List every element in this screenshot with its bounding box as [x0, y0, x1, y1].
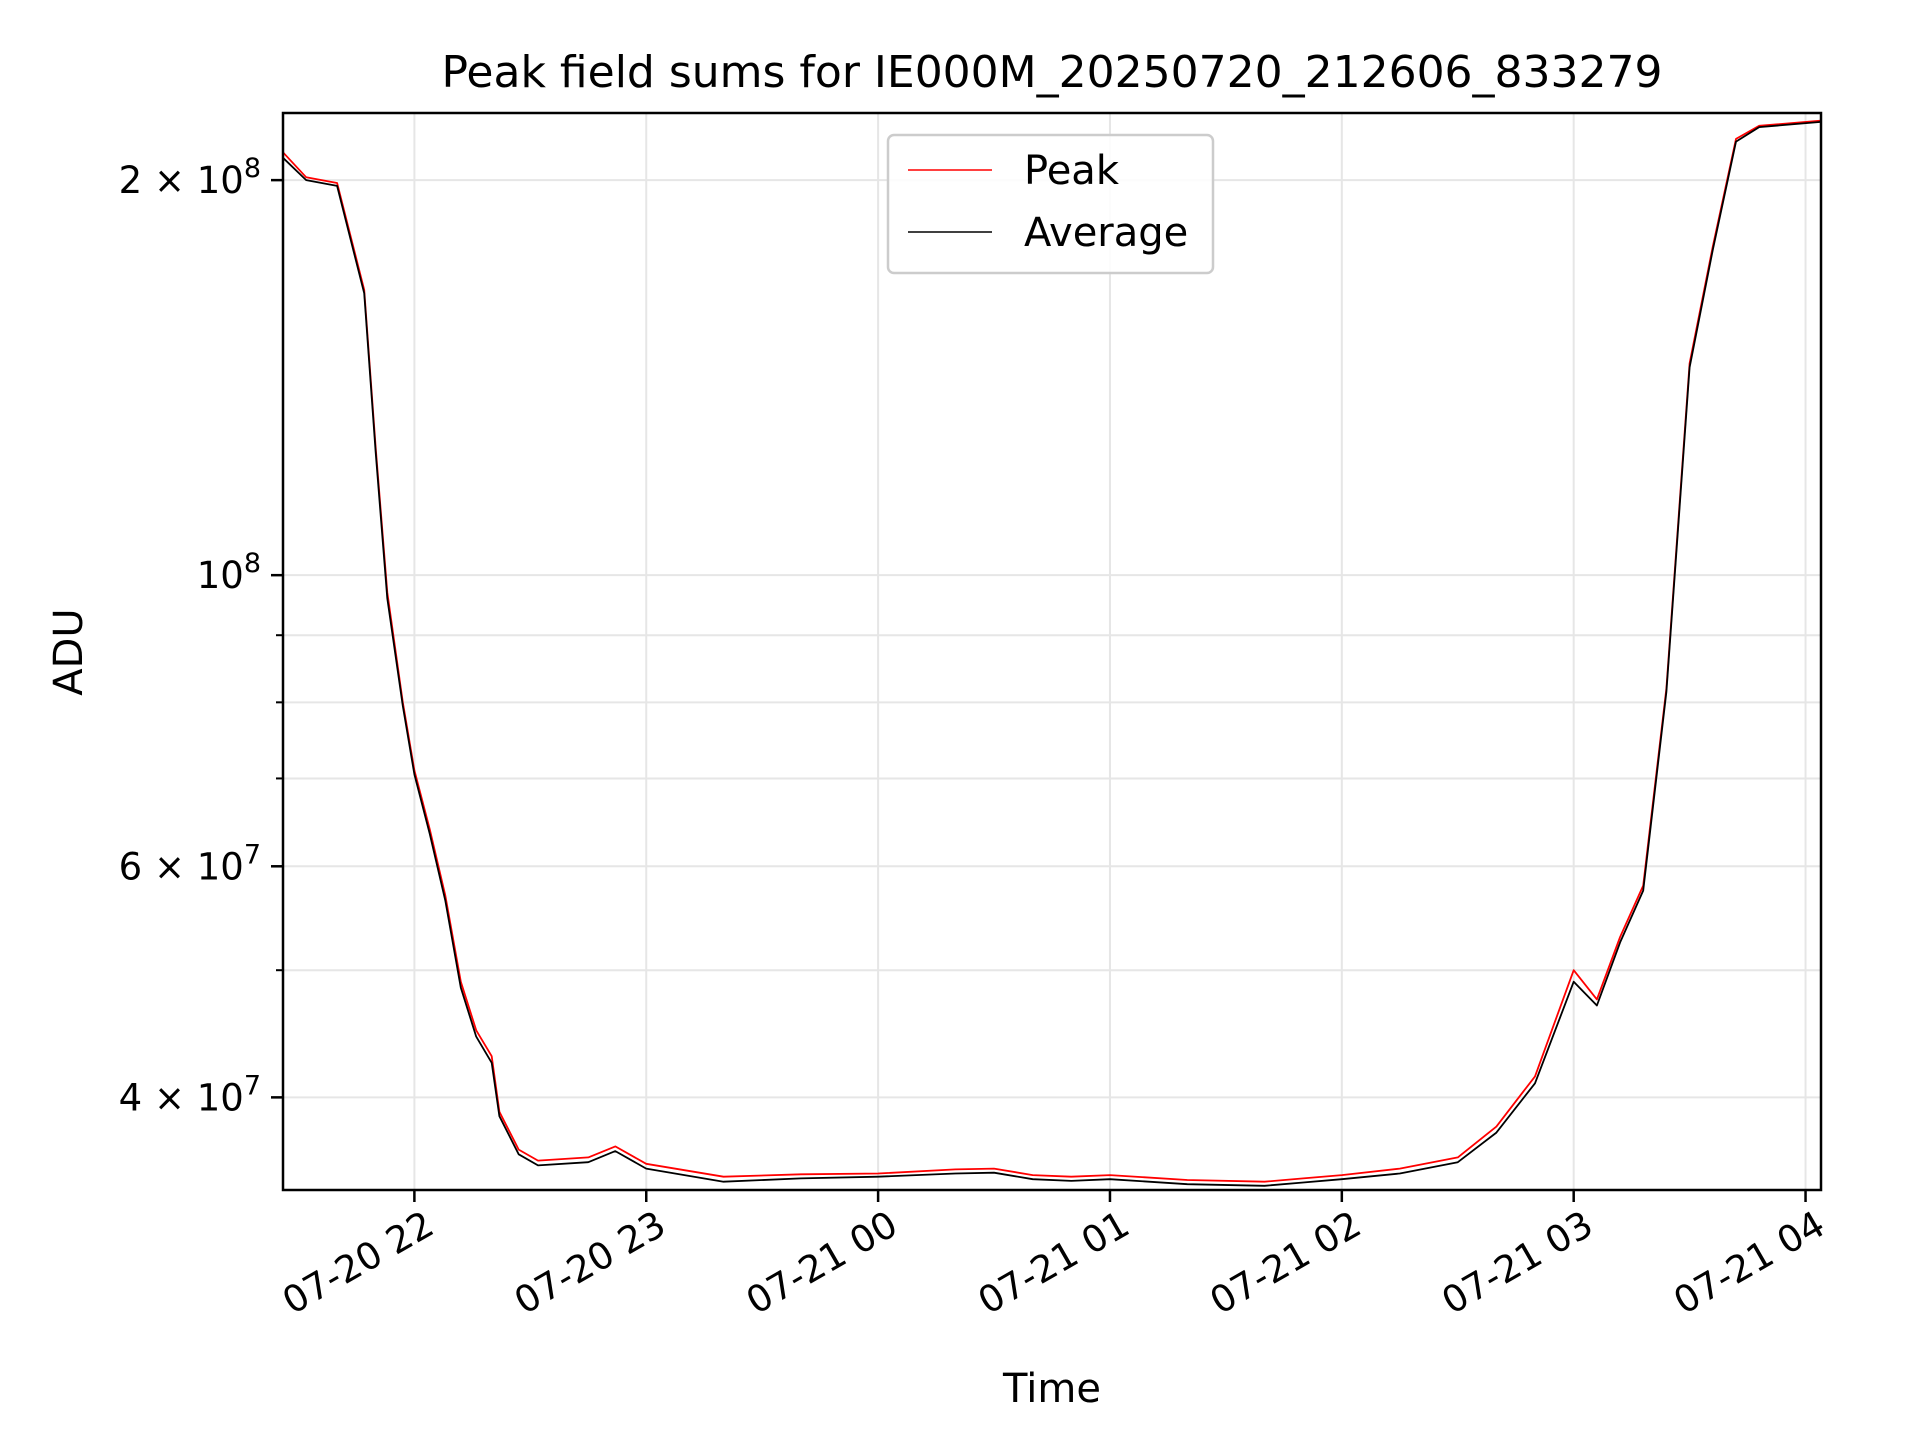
- legend: Peak Average: [886, 133, 1215, 275]
- x-axis-label: Time: [1002, 1366, 1101, 1412]
- series-line-average: [282, 121, 1822, 1187]
- y-tick-label: 4 × 107: [119, 1070, 261, 1119]
- y-tick-label: 2 × 108: [119, 153, 261, 202]
- series-line-peak: [282, 119, 1822, 1183]
- chart-title: Peak field sums for IE000M_20250720_2126…: [441, 47, 1662, 98]
- x-gridlines: [413, 113, 1807, 1190]
- plot-area: [282, 119, 1822, 1187]
- y-axis-label: ADU: [46, 608, 92, 695]
- legend-label-average: Average: [1024, 210, 1188, 256]
- y-tick-label: 6 × 107: [119, 839, 261, 888]
- legend-label-peak: Peak: [1024, 148, 1120, 194]
- y-tick-label: 108: [197, 548, 261, 597]
- y-axis-ticks: 4 × 107 6 × 107 108 2 × 108: [119, 153, 283, 1119]
- axes-frame: [281, 111, 1823, 1192]
